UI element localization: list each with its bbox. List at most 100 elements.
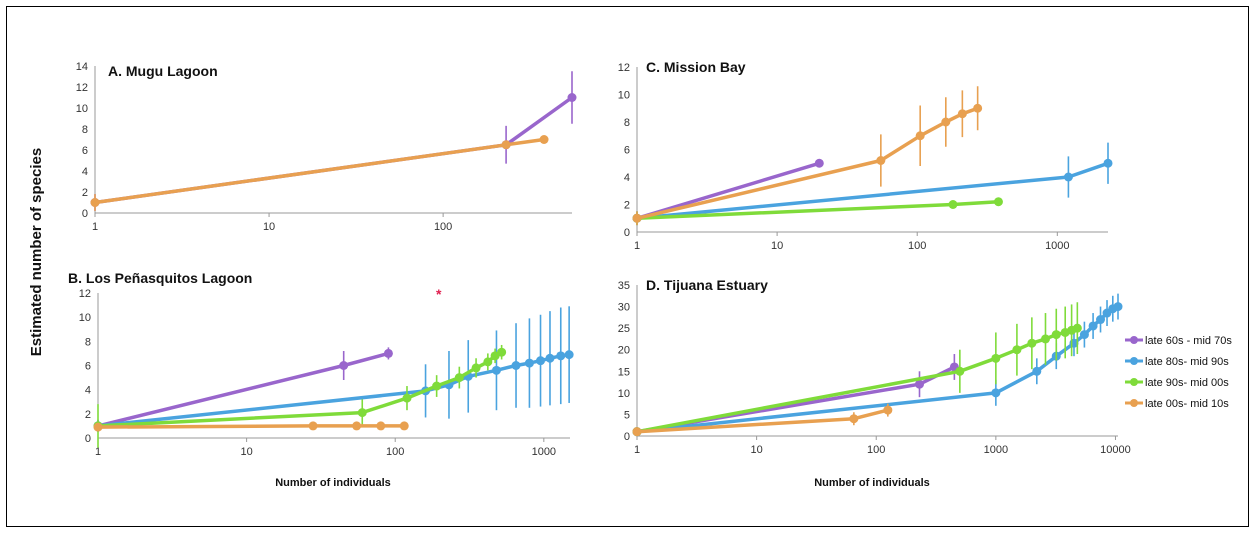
data-point: [511, 361, 521, 370]
y-tick-label: 2: [82, 187, 88, 199]
x-tick-label: 1: [95, 446, 101, 458]
data-point: [536, 356, 546, 366]
legend-label: late 60s - mid 70s: [1145, 335, 1232, 347]
y-tick-label: 14: [76, 61, 88, 73]
y-tick-label: 4: [82, 166, 88, 178]
series-line: [93, 137, 546, 205]
data-point: [539, 135, 549, 144]
data-point: [1079, 330, 1089, 340]
panel-d: 0 5 10 15 20 25 30 35 1 10 100 1000 10000 D. Tijuana …: [618, 277, 1131, 456]
data-point: [876, 156, 886, 165]
panel-a: 0 2 4 6 8 10 12 14 1 10 100 A. Mugu Lagoon: [76, 61, 577, 233]
x-axis-label-right: Number of individuals: [814, 477, 930, 489]
data-point: [399, 421, 409, 431]
data-point: [941, 117, 951, 127]
figure-border: [6, 6, 1249, 527]
x-tick-label: 1000: [532, 446, 556, 458]
data-point: [339, 361, 349, 370]
data-point: [1088, 321, 1098, 331]
series-3: [93, 421, 409, 432]
data-point: [814, 158, 824, 168]
data-point: [471, 363, 481, 373]
x-tick-label: 100: [867, 444, 885, 456]
panel-c: 0 2 4 6 8 10 12 1 10 100 1000 C. Mission Bay: [618, 59, 1113, 252]
panel-title: C. Mission Bay: [646, 59, 746, 75]
data-point: [1032, 366, 1042, 376]
data-point: [632, 427, 642, 437]
y-tick-label: 0: [85, 433, 91, 445]
panel-title: D. Tijuana Estuary: [646, 277, 768, 293]
data-point: [432, 381, 442, 391]
x-tick-label: 10: [750, 444, 762, 456]
data-point: [402, 393, 412, 403]
data-point: [955, 366, 965, 376]
data-point: [991, 353, 1001, 363]
legend-label: late 00s- mid 10s: [1145, 398, 1229, 410]
y-tick-label: 2: [624, 200, 630, 212]
y-tick-label: 10: [618, 388, 630, 400]
data-point: [1051, 330, 1061, 340]
series-1: [90, 135, 549, 211]
data-point: [376, 421, 386, 431]
series-1: [632, 142, 1113, 226]
series-1: [632, 293, 1123, 437]
x-tick-label: 10: [263, 221, 275, 233]
data-point: [93, 422, 103, 432]
data-point: [973, 103, 983, 113]
y-tick-label: 10: [76, 103, 88, 115]
data-point: [383, 348, 393, 358]
data-point: [1012, 345, 1022, 355]
y-tick-label: 8: [624, 117, 630, 129]
y-tick-label: 0: [82, 208, 88, 220]
data-point: [567, 93, 577, 102]
data-point: [948, 200, 958, 209]
legend-marker: [1130, 336, 1138, 344]
y-tick-label: 4: [85, 385, 91, 397]
y-tick-label: 0: [624, 227, 630, 239]
series-2: [93, 344, 507, 448]
legend-label: late 90s- mid 00s: [1145, 377, 1229, 389]
x-tick-label: 1000: [1045, 240, 1069, 252]
y-tick-label: 2: [85, 409, 91, 421]
legend-marker: [1130, 399, 1138, 407]
x-tick-label: 1: [634, 240, 640, 252]
data-point: [1063, 172, 1073, 182]
data-point: [1027, 338, 1037, 348]
series-line: [635, 161, 822, 221]
legend-label: late 80s- mid 90s: [1145, 356, 1229, 368]
panel-b: 0 2 4 6 8 10 12 1 10 100 1000 B. Los Peñasquitos La…: [68, 270, 574, 458]
data-point: [991, 388, 1001, 398]
data-point: [545, 353, 555, 363]
y-tick-label: 10: [79, 312, 91, 324]
y-tick-label: 30: [618, 302, 630, 314]
y-tick-label: 15: [618, 366, 630, 378]
x-tick-label: 10: [771, 240, 783, 252]
y-tick-label: 10: [618, 90, 630, 102]
x-axis-label-left: Number of individuals: [275, 477, 391, 489]
data-point: [957, 109, 967, 119]
y-tick-label: 35: [618, 280, 630, 292]
y-tick-label: 6: [82, 145, 88, 157]
y-tick-label: 5: [624, 409, 630, 421]
data-point: [915, 131, 925, 141]
x-tick-label: 10000: [1100, 444, 1131, 456]
data-point: [497, 347, 507, 357]
series-3: [632, 403, 893, 437]
data-point: [483, 357, 493, 367]
data-point: [454, 373, 464, 383]
y-tick-label: 4: [624, 172, 630, 184]
y-tick-label: 6: [85, 361, 91, 373]
data-point: [1096, 315, 1106, 325]
y-tick-label: 8: [85, 336, 91, 348]
data-point: [357, 408, 367, 418]
panel-title: A. Mugu Lagoon: [108, 63, 218, 79]
data-point: [90, 198, 100, 207]
data-point: [556, 351, 566, 361]
series-line: [96, 350, 504, 428]
data-point: [524, 358, 534, 368]
asterisk-annotation: *: [436, 286, 442, 302]
x-tick-label: 1000: [984, 444, 1008, 456]
data-point: [501, 140, 511, 150]
